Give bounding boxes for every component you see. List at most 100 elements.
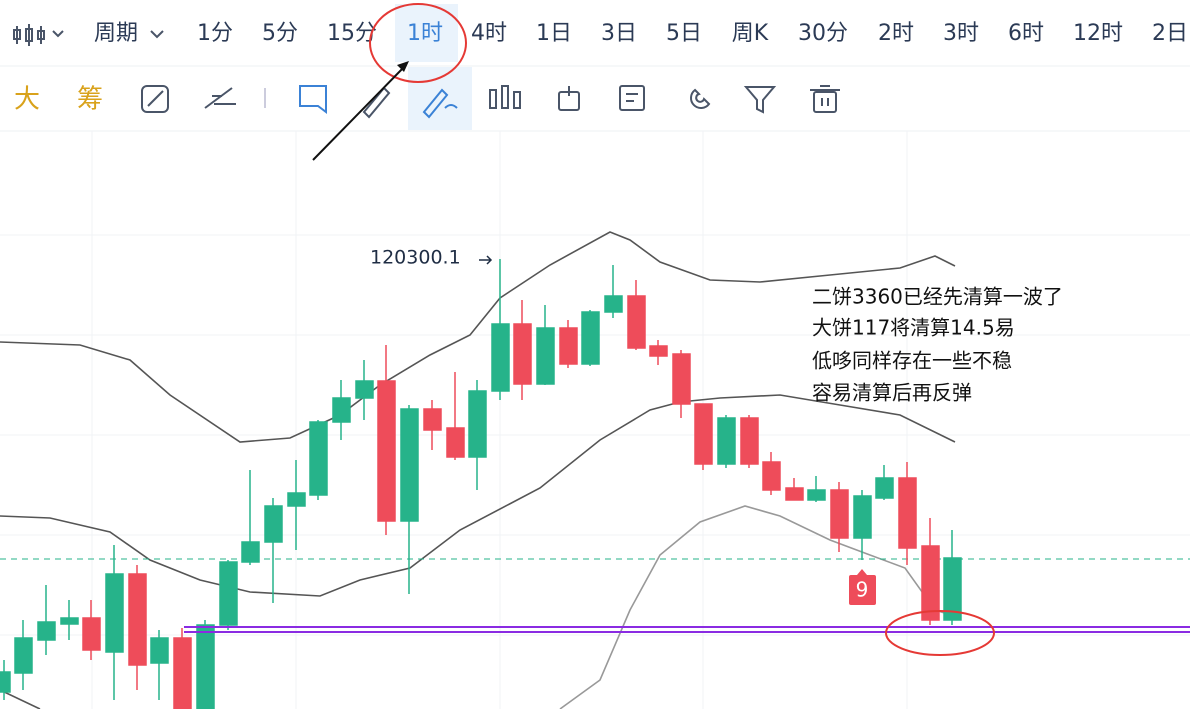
shape: [740, 417, 759, 465]
shape: [690, 88, 711, 109]
period-active[interactable]: 1时: [407, 21, 443, 46]
shape: [14, 637, 33, 674]
period-list: 1分 5分 15分 1时 4时 1日 3日 5日 周K 30分 2时 3时 6时…: [197, 21, 1188, 46]
shape: [52, 30, 64, 38]
shape: [581, 311, 600, 365]
shape: [309, 421, 328, 496]
shape: [604, 295, 623, 313]
shape: [37, 30, 45, 40]
period[interactable]: 2时: [878, 21, 914, 46]
period[interactable]: 15分: [327, 21, 377, 46]
high-label: 120300.1: [370, 247, 461, 269]
shape: [513, 323, 532, 385]
shape: [0, 689, 41, 709]
tool-icons[interactable]: [141, 85, 840, 119]
period[interactable]: 4时: [471, 21, 507, 46]
period[interactable]: 周K: [732, 21, 769, 46]
tool-text[interactable]: 大: [14, 85, 40, 115]
shape: [853, 495, 872, 539]
shape: [875, 477, 894, 499]
shape: [422, 88, 449, 119]
shape: [785, 487, 804, 501]
circle-annotation: [885, 610, 995, 656]
shape: [82, 617, 101, 651]
shape: [423, 408, 442, 431]
shape: [649, 345, 668, 357]
shape: [400, 408, 419, 522]
marker-label: 9: [856, 578, 869, 602]
shape: [173, 637, 192, 709]
annotation-line: 容易清算后再反弹: [812, 381, 972, 405]
period-active-bg: [395, 4, 458, 62]
shape: [468, 390, 487, 458]
annotation-line: 大饼117将清算14.5易: [812, 316, 1015, 340]
period[interactable]: 3时: [943, 21, 979, 46]
shape: [141, 85, 169, 113]
shape: [299, 85, 327, 114]
shape: [60, 617, 79, 625]
shape: [717, 417, 736, 465]
period-menu[interactable]: 周期: [94, 21, 138, 46]
shape: [377, 380, 396, 522]
tool-active-bg: [408, 67, 472, 130]
shape: [491, 323, 510, 392]
circle-annotation: [369, 3, 467, 83]
shape: [559, 505, 961, 709]
shape: [898, 477, 917, 549]
shape: [204, 87, 233, 109]
annotation-line: 低哆同样存在一些不稳: [812, 349, 1012, 373]
shape: [619, 85, 645, 111]
shape: [672, 353, 691, 405]
marker-tip: [857, 569, 867, 575]
shape: [559, 327, 578, 365]
shape: [627, 295, 646, 349]
shape: [0, 671, 11, 693]
period[interactable]: 3日: [601, 21, 637, 46]
shape: [355, 380, 374, 399]
shape: [489, 89, 497, 109]
shape: [37, 621, 56, 641]
shape: [743, 86, 777, 114]
shape: [147, 90, 164, 107]
shape: [762, 461, 781, 491]
shape: [444, 104, 458, 109]
shape: [0, 394, 956, 597]
tool-text[interactable]: 筹: [77, 85, 103, 115]
shape: [921, 545, 940, 621]
period[interactable]: 2日: [1152, 21, 1188, 46]
shape: [807, 489, 826, 501]
period[interactable]: 1日: [536, 21, 572, 46]
shape: [196, 624, 215, 709]
shape: [241, 541, 260, 563]
shape: [13, 29, 21, 40]
shape: [105, 573, 124, 653]
period[interactable]: 1分: [197, 21, 233, 46]
grid: [0, 131, 1190, 709]
annotation-line: 二饼3360已经先清算一波了: [812, 285, 1063, 309]
period[interactable]: 30分: [798, 21, 848, 46]
shape: [830, 489, 849, 539]
shape: [264, 505, 283, 543]
period[interactable]: 5日: [666, 21, 702, 46]
chevron: [150, 30, 164, 39]
period[interactable]: 6时: [1008, 21, 1044, 46]
shape: [943, 557, 962, 621]
shape: [446, 427, 465, 458]
chart-type-icon[interactable]: [13, 24, 64, 46]
shape: [501, 85, 509, 109]
period[interactable]: 5分: [262, 21, 298, 46]
shape: [513, 91, 521, 109]
high-arrow: [479, 255, 493, 265]
shape: [25, 28, 33, 42]
shape: [219, 561, 238, 626]
shape: [813, 91, 837, 113]
shape: [362, 86, 391, 119]
arrow-line: [312, 65, 406, 161]
shape: [694, 403, 713, 465]
shape: [150, 637, 169, 664]
arrow-head: [397, 61, 409, 72]
period[interactable]: 12时: [1073, 21, 1123, 46]
marker-bg: [849, 575, 876, 605]
